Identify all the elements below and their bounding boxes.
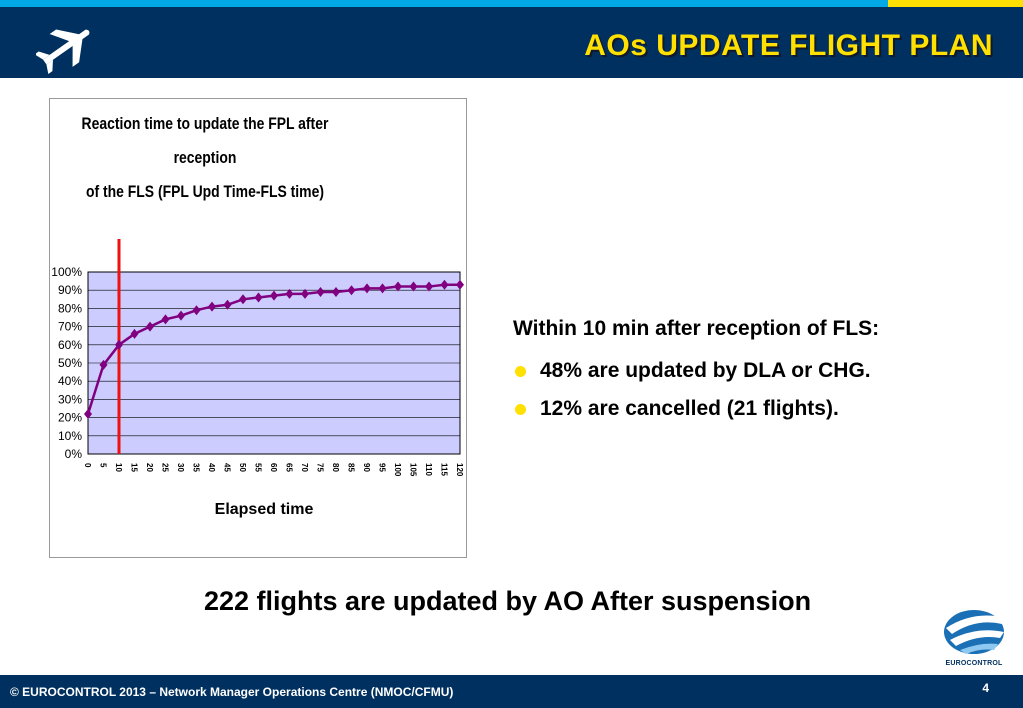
data-point — [161, 314, 170, 325]
info-bullet-2: 12% are cancelled (21 flights). — [513, 390, 993, 428]
data-point — [285, 288, 294, 299]
data-point — [316, 287, 325, 298]
data-point — [223, 299, 232, 310]
info-bullet-2-text: 12% are cancelled (21 flights). — [540, 397, 839, 420]
data-point — [192, 305, 201, 316]
y-tick-label: 70% — [58, 320, 82, 334]
x-tick-label: 85 — [347, 463, 356, 472]
x-tick-label: 45 — [223, 463, 232, 472]
info-heading: Within 10 min after reception of FLS: — [513, 317, 880, 340]
chart-container: Reaction time to update the FPL after re… — [49, 98, 467, 558]
x-tick-label: 30 — [176, 463, 185, 472]
info-block: Within 10 min after reception of FLS: 48… — [513, 314, 993, 428]
x-tick-label: 60 — [269, 463, 278, 472]
footer-copyright: © EUROCONTROL 2013 – Network Manager Ope… — [10, 685, 454, 699]
data-point — [208, 301, 216, 312]
bullet-dot-icon — [515, 365, 526, 377]
x-tick-label: 25 — [161, 463, 170, 472]
y-tick-label: 90% — [58, 283, 82, 297]
data-point — [301, 288, 309, 299]
x-tick-label: 40 — [207, 463, 216, 472]
info-bullet-1-text: 48% are updated by DLA or CHG. — [540, 359, 871, 382]
y-tick-label: 30% — [58, 392, 82, 406]
x-tick-label: 55 — [254, 463, 263, 472]
data-point — [115, 339, 123, 350]
info-bullet-1: 48% are updated by DLA or CHG. — [513, 352, 993, 390]
header-bar: AOs UPDATE FLIGHT PLAN — [0, 7, 1023, 78]
x-tick-label: 35 — [192, 463, 201, 472]
line-chart: 0% 10% 20% 30% 40% 50% 60% 70% 80% 90% 100% 0 5 10 15 2… — [51, 239, 464, 518]
x-tick-label: 120 — [455, 463, 464, 477]
data-point — [425, 281, 433, 292]
data-point — [84, 408, 92, 419]
y-tick-label: 0% — [65, 447, 83, 461]
page-title: AOs UPDATE FLIGHT PLAN — [584, 29, 993, 62]
x-axis-label: Elapsed time — [215, 501, 314, 518]
page-number: 4 — [982, 681, 989, 695]
data-point — [239, 294, 247, 305]
y-tick-label: 10% — [58, 429, 82, 443]
data-point — [363, 283, 371, 294]
y-tick-label: 20% — [58, 411, 82, 425]
x-tick-label: 50 — [238, 463, 247, 472]
x-tick-label: 105 — [409, 463, 418, 477]
y-tick-label: 80% — [58, 301, 82, 315]
top-strip-cyan — [0, 0, 888, 7]
x-tick-label: 100 — [393, 463, 402, 477]
chart-title: Reaction time to update the FPL after re… — [50, 107, 348, 209]
x-tick-label: 5 — [99, 463, 108, 468]
data-point — [177, 310, 185, 321]
top-strip-yellow — [888, 0, 1023, 7]
data-point — [99, 359, 108, 370]
data-point — [394, 281, 402, 292]
bullet-dot-icon — [515, 403, 526, 415]
y-tick-label: 60% — [58, 338, 82, 352]
data-point — [270, 290, 278, 301]
eurocontrol-logo: EUROCONTROL — [936, 606, 1012, 672]
footer-bar: © EUROCONTROL 2013 – Network Manager Ope… — [0, 675, 1023, 708]
x-tick-label: 110 — [424, 463, 433, 476]
data-point — [130, 328, 139, 339]
chart-title-line-1: Reaction time to update the FPL after re… — [81, 114, 329, 167]
data-point — [254, 292, 263, 303]
x-tick-label: 65 — [285, 463, 294, 472]
x-tick-label: 0 — [83, 463, 92, 468]
data-point — [146, 321, 154, 332]
x-tick-label: 90 — [362, 463, 371, 472]
x-tick-label: 10 — [114, 463, 123, 472]
eurocontrol-logo-icon — [944, 610, 1006, 654]
x-tick-label: 70 — [300, 463, 309, 472]
top-color-strip — [0, 0, 1023, 7]
logo-text: EUROCONTROL — [945, 660, 1003, 667]
x-tick-label: 20 — [145, 463, 154, 472]
x-tick-label: 80 — [331, 463, 340, 472]
data-point — [409, 281, 418, 292]
x-tick-label: 95 — [378, 463, 387, 472]
summary-statement: 222 flights are updated by AO After susp… — [0, 586, 1023, 617]
data-point — [378, 283, 387, 294]
y-tick-label: 40% — [58, 374, 82, 388]
y-tick-label: 50% — [58, 356, 82, 370]
x-tick-label: 75 — [316, 463, 325, 472]
data-point — [347, 285, 356, 296]
airplane-icon — [36, 29, 90, 75]
data-point — [332, 287, 340, 298]
y-tick-label: 100% — [51, 265, 82, 279]
x-tick-label: 15 — [130, 463, 139, 472]
chart-title-line-2: of the FLS (FPL Upd Time-FLS time) — [85, 182, 324, 201]
data-point — [440, 279, 449, 290]
data-point — [456, 279, 464, 290]
summary-text: 222 flights are updated by AO After susp… — [203, 586, 812, 616]
x-tick-label: 115 — [440, 463, 449, 476]
